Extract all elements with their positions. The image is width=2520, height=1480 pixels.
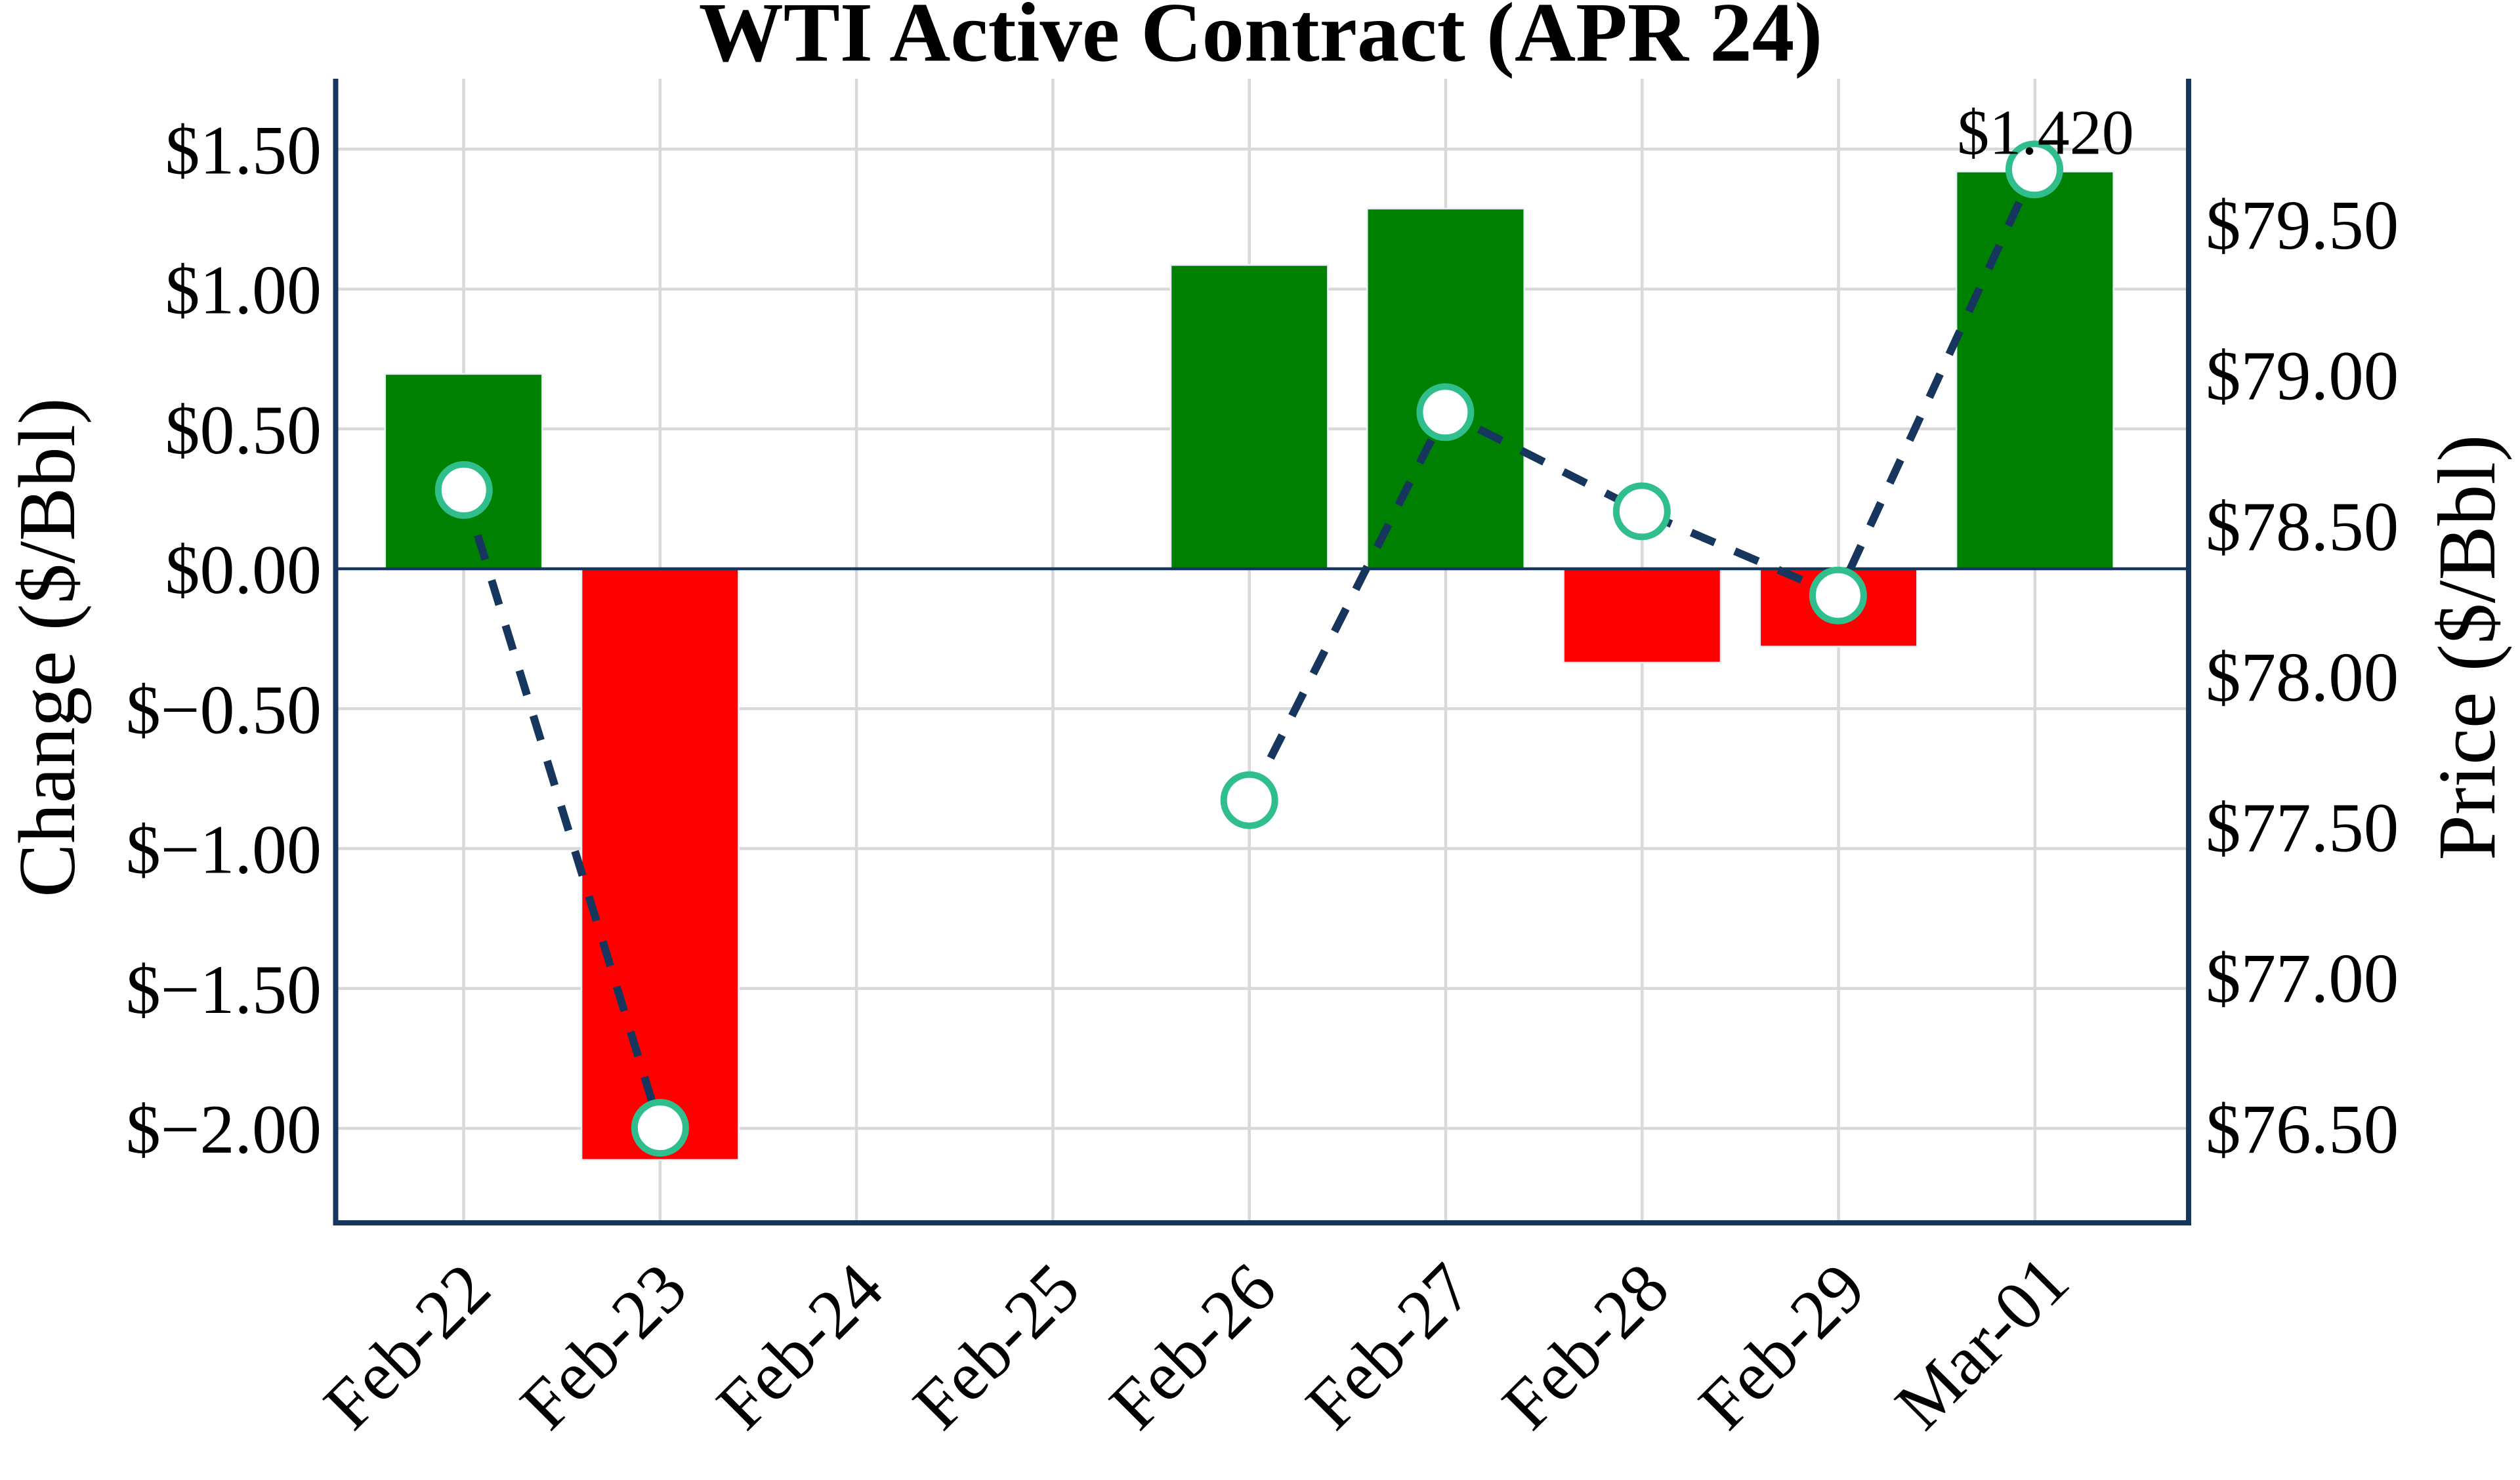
svg-text:$79.00: $79.00: [2206, 338, 2399, 415]
svg-text:$76.50: $76.50: [2206, 1091, 2399, 1168]
svg-text:$−2.00: $−2.00: [126, 1091, 322, 1168]
svg-text:$0.00: $0.00: [165, 531, 322, 608]
svg-text:$78.50: $78.50: [2206, 488, 2399, 565]
svg-text:$1.00: $1.00: [165, 252, 322, 329]
svg-text:$0.50: $0.50: [165, 392, 322, 468]
svg-text:$1.50: $1.50: [165, 112, 322, 188]
svg-text:$79.50: $79.50: [2206, 187, 2399, 264]
svg-text:$77.50: $77.50: [2206, 790, 2399, 867]
svg-text:WTI Active Contract (APR 24): WTI Active Contract (APR 24): [699, 0, 1822, 79]
svg-text:Price ($/Bbl): Price ($/Bbl): [2422, 434, 2513, 860]
svg-text:$−0.50: $−0.50: [126, 671, 322, 748]
svg-text:$−1.50: $−1.50: [126, 951, 322, 1028]
svg-text:$−1.00: $−1.00: [126, 812, 322, 888]
svg-text:$1.420: $1.420: [1957, 98, 2134, 169]
svg-text:Change ($/Bbl): Change ($/Bbl): [2, 398, 92, 897]
svg-text:$78.00: $78.00: [2206, 639, 2399, 716]
svg-text:$77.00: $77.00: [2206, 940, 2399, 1018]
